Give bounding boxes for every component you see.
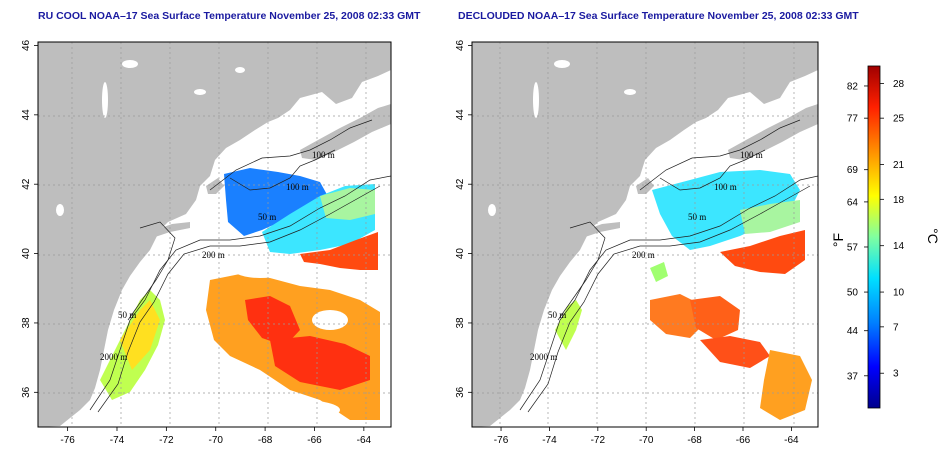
celsius-tick-label: 18 [893,195,905,206]
x-tick-label: -64 [357,435,372,446]
left-y-axis: 46 44 42 40 38 36 [21,39,38,398]
contour-label: 2000 m [530,352,557,362]
y-tick-label: 42 [455,178,466,190]
fahrenheit-tick-label: 82 [847,81,859,92]
bathymetry-contours [89,119,391,413]
land-mass [38,42,391,427]
sst-warm-patch-4 [760,350,812,420]
x-tick-label: -74 [110,435,125,446]
fahrenheit-tick-label: 69 [847,165,859,176]
y-tick-label: 40 [21,248,32,260]
celsius-tick-label: 10 [893,288,905,299]
sst-hot-patch [245,296,300,346]
contour-label: 100 m [740,150,763,160]
long-island [150,222,190,238]
contour-label: 2000 m [100,352,127,362]
contour-label: 100 m [286,182,309,192]
x-tick-label: -72 [159,435,174,446]
colorbar-fahrenheit-ticks: 82 77 69 64 57 50 44 37 [847,81,868,382]
contour-label: 100 m [312,150,335,160]
right-y-axis: 46 44 42 40 38 36 [455,39,472,398]
celsius-label: °C [925,228,941,244]
x-tick-label: -76 [60,435,75,446]
contour-label: 200 m [202,250,225,260]
x-tick-label: -68 [687,435,702,446]
contour-label: 50 m [548,310,566,320]
contour-label: 50 m [118,310,136,320]
x-tick-label: -68 [258,435,273,446]
y-tick-label: 46 [21,39,32,51]
colorbar: 82 77 69 64 57 50 44 37 28 25 21 18 14 10 7 3 °F °C [830,65,941,409]
colorbar-ramp [867,65,881,409]
contour-label: 100 m [714,182,737,192]
fahrenheit-tick-label: 44 [847,326,859,337]
y-tick-label: 44 [21,109,32,121]
y-tick-label: 40 [455,248,466,260]
contour-label: 50 m [688,212,706,222]
graticule [472,42,818,427]
celsius-tick-label: 21 [893,160,905,171]
contour-label: 50 m [258,212,276,222]
sst-shelf-green [740,200,800,234]
sst-gulf-stream [720,230,805,274]
y-tick-label: 46 [455,39,466,51]
x-tick-label: -66 [307,435,322,446]
long-island [580,222,620,238]
celsius-tick-label: 28 [893,79,905,90]
celsius-tick-label: 25 [893,114,905,125]
left-map: 100 m 100 m 50 m 200 m 50 m 2000 m -76 -7… [21,39,392,446]
contour-labels: 100 m 100 m 50 m 200 m 50 m 2000 m [100,150,335,362]
right-x-axis: -76 -74 -72 -70 -68 -66 -64 [494,427,799,446]
left-map-title: RU COOL NOAA–17 Sea Surface Temperature … [38,10,421,22]
y-tick-label: 44 [455,109,466,121]
sst-cyan-shelf [652,170,800,250]
graticule [38,42,391,427]
bathymetry-contours [519,119,818,413]
sst-hot-patch-2 [270,336,370,390]
y-tick-label: 36 [455,386,466,398]
right-map: 100 m 100 m 50 m 200 m 50 m 2000 m -76 -7… [455,39,819,446]
fahrenheit-tick-label: 57 [847,242,859,253]
nova-scotia [300,104,391,160]
sst-coastal-yellow [120,300,160,370]
fahrenheit-tick-label: 50 [847,288,859,299]
sst-warm-patch-2 [690,296,740,340]
contour-label: 200 m [632,250,655,260]
y-tick-label: 38 [455,317,466,329]
contour-labels: 100 m 100 m 50 m 200 m 50 m 2000 m [530,150,763,362]
celsius-tick-label: 3 [893,369,899,380]
x-tick-label: -70 [639,435,654,446]
fahrenheit-tick-label: 64 [847,197,859,208]
y-tick-label: 42 [21,178,32,190]
sst-gulf-stream [300,232,378,270]
cloud-gaps [220,258,348,420]
fahrenheit-tick-label: 37 [847,371,859,382]
celsius-tick-label: 14 [893,241,905,252]
lakes [56,60,245,216]
y-tick-label: 38 [21,317,32,329]
x-tick-label: -66 [736,435,751,446]
x-tick-label: -72 [591,435,606,446]
land-mass [472,42,818,427]
right-map-title: DECLOUDED NOAA–17 Sea Surface Temperatur… [458,10,859,22]
right-map-frame [471,41,819,428]
left-map-frame [37,41,392,428]
sst-small-patch [650,262,668,282]
y-tick-label: 36 [21,386,32,398]
colorbar-celsius-ticks: 28 25 21 18 14 10 7 3 [880,79,905,380]
x-tick-label: -74 [542,435,557,446]
x-tick-label: -76 [494,435,509,446]
lakes [488,60,636,216]
celsius-tick-label: 7 [893,322,899,333]
x-tick-label: -70 [209,435,224,446]
left-x-axis: -76 -74 -72 -70 -68 -66 -64 [60,427,372,446]
sst-warm-patch-3 [700,336,770,368]
fahrenheit-label: °F [830,233,846,247]
x-tick-label: -64 [784,435,799,446]
fahrenheit-tick-label: 77 [847,114,859,125]
